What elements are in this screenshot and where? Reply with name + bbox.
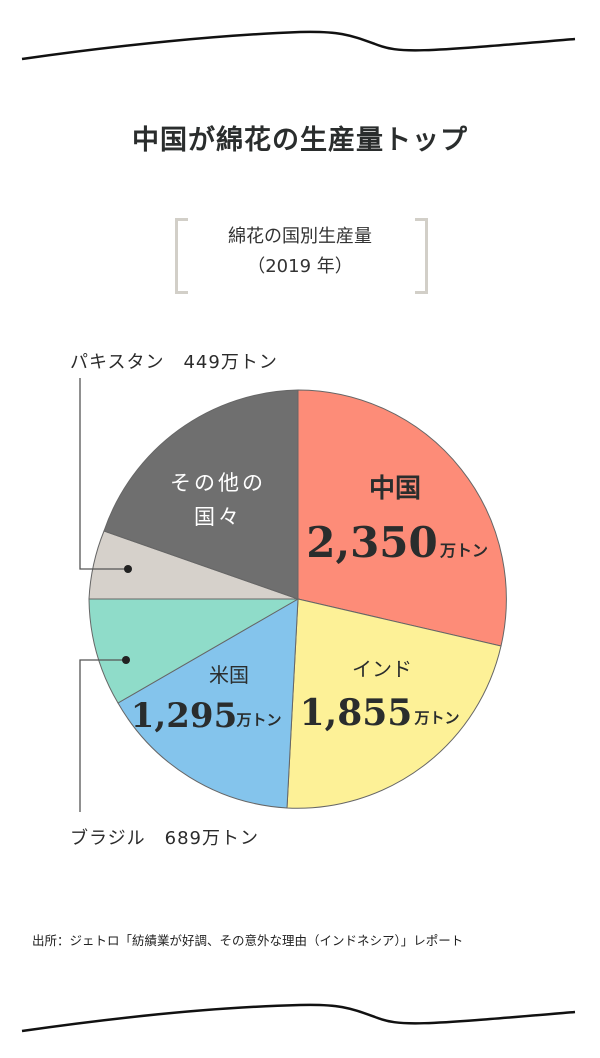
source-note: 出所：ジェトロ「紡績業が好調、その意外な理由（インドネシア）」レポート [32, 933, 464, 948]
bracket-left [175, 218, 188, 294]
pakistan-leader-line [79, 378, 128, 570]
slice-others [103, 389, 299, 600]
us-unit: 万トン [235, 711, 281, 729]
chart-subtitle: 綿花の国別生産量 （2019 年） [175, 222, 425, 282]
brazil-leader-line [79, 659, 126, 812]
brazil-label: ブラジル 689万トン [70, 828, 259, 849]
slice-us [117, 598, 299, 809]
subtitle-line1: 綿花の国別生産量 [228, 226, 372, 247]
slice-brazil [88, 598, 300, 704]
pakistan-marker-dot [124, 565, 132, 573]
slice-china [297, 389, 507, 647]
bracket-right [415, 218, 428, 294]
brazil-marker-dot [122, 656, 130, 664]
us-label: 米国 [209, 663, 249, 687]
top-wave-divider [21, 30, 576, 61]
pie-chart: 中国 2,350 万トン インド 1,855 万トン 米国 1,295 万トン … [79, 378, 507, 812]
us-value: 1,295 [131, 696, 237, 736]
china-value: 2,350 [306, 518, 438, 567]
china-label: 中国 [369, 474, 421, 504]
page-title: 中国が綿花の生産量トップ [132, 125, 468, 156]
india-label: インド [352, 657, 412, 681]
bottom-wave-divider [21, 1003, 576, 1033]
others-label-line1: その他の [170, 471, 266, 495]
india-value: 1,855 [300, 692, 413, 734]
pakistan-label: パキスタン 449万トン [70, 352, 278, 373]
india-unit: 万トン [413, 709, 459, 727]
slice-india [286, 598, 502, 809]
china-unit: 万トン [439, 541, 488, 560]
others-label-line2: 国々 [194, 505, 242, 529]
subtitle-line2: （2019 年） [247, 256, 353, 277]
